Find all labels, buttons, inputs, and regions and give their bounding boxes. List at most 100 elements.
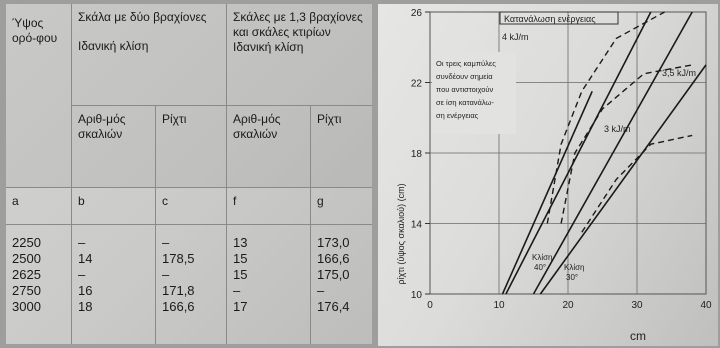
cell-f-2: 15 (233, 251, 248, 266)
note-line: Οι τρεις καμπύλες (436, 59, 496, 68)
slope-30-label: Κλίση 30° (564, 263, 587, 282)
x-tick-label: 10 (493, 300, 505, 311)
energy-curve-5 (546, 11, 665, 224)
cell-b-5: 18 (78, 299, 93, 314)
group2-riser-header: Ρίχτι (311, 106, 372, 188)
cell-f-5: 17 (233, 299, 248, 314)
cell-c-1: – (162, 235, 170, 250)
y-tick-label: 18 (411, 149, 423, 160)
floor-height-header-text: Ύψος ορό-φου (12, 16, 58, 45)
cell-b-1: – (78, 235, 86, 250)
slope-40-line: Κλίση (532, 253, 553, 262)
group-buildings-title: Σκάλες με 1,3 βραχίονες και σκάλες κτιρί… (233, 10, 363, 39)
cell-c-5: 166,6 (162, 299, 195, 314)
cell-b-4: 16 (78, 283, 93, 298)
note-line: ση ενέργειας (436, 111, 479, 120)
group2-count-header: Αριθ-μός σκαλιών (227, 106, 311, 188)
data-column-g: 173,0 166,6 175,0 – 176,4 (311, 225, 372, 344)
group-two-flights-header: Σκάλα με δύο βραχίονες Ιδανική κλίση (72, 4, 227, 106)
y-tick-label: 14 (411, 220, 423, 231)
label-3-kjm: 3 kJ/m (604, 124, 631, 134)
cell-g-2: 166,6 (317, 251, 350, 266)
cell-a-4: 2750 (12, 283, 41, 298)
column-letter-a-text: a (12, 194, 19, 208)
data-column-c: – 178,5 – 171,8 166,6 (156, 225, 227, 344)
cell-g-5: 176,4 (317, 299, 350, 314)
cell-g-3: 175,0 (317, 267, 350, 282)
x-tick-label: 0 (427, 300, 433, 311)
y-axis-label: ρίχτι (ύψος σκαλιού) (cm) (396, 183, 406, 284)
column-letter-b-text: b (78, 194, 85, 208)
cell-c-4: 171,8 (162, 283, 195, 298)
group1-riser-header-text: Ρίχτι (162, 112, 187, 126)
cell-a-5: 3000 (12, 299, 41, 314)
stair-dimensions-table: Ύψος ορό-φου Σκάλα με δύο βραχίονες Ιδαν… (6, 4, 372, 344)
data-column-f: 13 15 15 – 17 (227, 225, 311, 344)
energy-label: Κατανάλωση ενέργειας (504, 14, 596, 24)
slope-30-line: Κλίση (564, 263, 585, 272)
group-buildings-subtitle: Ιδανική κλίση (233, 40, 304, 54)
energy-label-box (499, 11, 619, 25)
chart-series (501, 11, 707, 295)
cell-a-1: 2250 (12, 235, 41, 250)
cell-b-2: 14 (78, 251, 93, 266)
stair-table-panel: Ύψος ορό-φου Σκάλα με δύο βραχίονες Ιδαν… (6, 4, 372, 344)
energy-curve-7 (581, 134, 693, 233)
y-tick-label: 26 (411, 8, 423, 19)
cell-f-3: 15 (233, 267, 248, 282)
note-line: που αντιστοιχούν (436, 85, 493, 94)
energy-curve-6 (560, 64, 693, 224)
group1-riser-header: Ρίχτι (156, 106, 227, 188)
group-two-flights-subtitle: Ιδανική κλίση (78, 39, 149, 53)
column-letter-c-text: c (162, 194, 168, 208)
column-letter-b: b (72, 188, 156, 225)
data-column-b: – 14 – 16 18 (72, 225, 156, 344)
note-line: συνδέουν σημεία (436, 72, 493, 81)
group-buildings-header: Σκάλες με 1,3 βραχίονες και σκάλες κτιρί… (227, 4, 372, 106)
cell-c-2: 178,5 (162, 251, 195, 266)
cell-f-4: – (233, 283, 241, 298)
x-tick-label: 20 (562, 300, 574, 311)
column-letter-f: f (227, 188, 311, 225)
cell-c-3: – (162, 267, 170, 282)
label-3-5-kjm: 3,5 kJ/m (662, 68, 696, 78)
slope-30-line: 30° (566, 273, 578, 282)
slope-line-4 (539, 64, 707, 295)
group-two-flights-title: Σκάλα με δύο βραχίονες (78, 10, 207, 24)
y-axis-ticks: 10 14 18 22 26 (411, 8, 423, 301)
column-letter-g-text: g (317, 194, 324, 208)
slope-40-line: 40° (534, 263, 546, 272)
group2-riser-header-text: Ρίχτι (317, 112, 342, 126)
group2-count-header-text: Αριθ-μός σκαλιών (233, 112, 281, 141)
slope-line-1 (505, 11, 652, 295)
column-letter-g: g (311, 188, 372, 225)
x-tick-label: 30 (631, 300, 643, 311)
cell-g-4: – (317, 283, 325, 298)
note-text: Οι τρεις καμπύλες συνδέουν σημεία που αν… (436, 59, 498, 120)
column-letter-a: a (6, 188, 72, 225)
slope-line-2 (532, 11, 693, 295)
group1-count-header-text: Αριθ-μός σκαλιών (78, 112, 126, 141)
note-line: σε ίση κατανάλω- (436, 98, 494, 107)
note-box (432, 52, 516, 134)
stair-riser-chart: 0 10 20 30 40 10 14 18 22 26 cm ρίχτι (ύψος σκαλ… (396, 8, 712, 343)
column-letter-f-text: f (233, 194, 237, 208)
floor-height-header: Ύψος ορό-φου (6, 4, 72, 188)
x-axis-label: cm (630, 329, 646, 343)
cell-g-1: 173,0 (317, 235, 350, 250)
cell-b-3: – (78, 267, 86, 282)
group1-count-header: Αριθ-μός σκαλιών (72, 106, 156, 188)
cell-a-2: 2500 (12, 251, 41, 266)
cell-a-3: 2625 (12, 267, 41, 282)
column-letter-c: c (156, 188, 227, 225)
stair-chart-panel: 0 10 20 30 40 10 14 18 22 26 cm ρίχτι (ύψος σκαλ… (378, 4, 718, 346)
data-column-a: 2250 2500 2625 2750 3000 (6, 225, 72, 344)
y-tick-label: 22 (411, 79, 423, 90)
label-4-kjm: 4 kJ/m (502, 32, 529, 42)
x-tick-label: 40 (700, 300, 712, 311)
x-axis-ticks: 0 10 20 30 40 (427, 300, 712, 311)
slope-line-3 (501, 90, 593, 295)
cell-f-1: 13 (233, 235, 248, 250)
y-tick-label: 10 (411, 290, 423, 301)
slope-40-label: Κλίση 40° (532, 253, 555, 272)
